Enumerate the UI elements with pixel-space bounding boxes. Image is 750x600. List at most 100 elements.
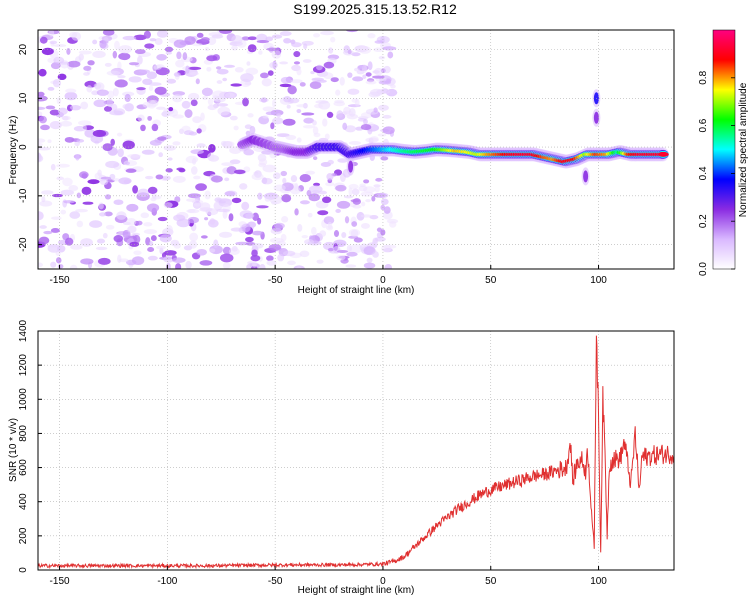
snr-y-tick-label: 1000: [18, 388, 29, 411]
heatmap-noise-cell: [196, 128, 202, 134]
heatmap-noise-cell: [288, 97, 300, 104]
heatmap-noise-cell: [326, 173, 334, 181]
heatmap-noise-cell: [357, 65, 365, 69]
heatmap-noise-cell: [322, 118, 328, 127]
heatmap-noise-cell: [167, 157, 173, 161]
heatmap-noise-cell: [96, 238, 106, 244]
heatmap-noise-cell: [39, 225, 47, 229]
heatmap-noise-cell: [377, 133, 387, 137]
heatmap-noise-cell: [92, 50, 106, 59]
heatmap-noise-cell: [312, 156, 318, 161]
heatmap-noise-cell: [117, 61, 122, 70]
heatmap-noise-cell: [76, 138, 85, 143]
heatmap-noise-cell: [186, 198, 199, 202]
heatmap-noise-cell: [344, 216, 350, 224]
heatmap-noise-cell: [112, 178, 121, 182]
heatmap-noise-cell: [378, 80, 392, 85]
heatmap-noise-cell: [148, 82, 162, 86]
heatmap-ridge-layer: [237, 89, 669, 186]
colorbar: 0.0 0.2 0.4 0.6 0.8 Normalized spectral ampl…: [698, 29, 749, 276]
heatmap-noise-cell: [383, 65, 391, 74]
snr-x-tick-label: -150: [50, 576, 70, 587]
heatmap-noise-cell: [125, 161, 130, 165]
heatmap-noise-cell: [343, 106, 351, 115]
heatmap-noise-cell: [187, 66, 202, 71]
heatmap-noise-cell: [262, 115, 269, 119]
heatmap-noise-cell: [314, 103, 323, 109]
heatmap-noise-cell: [200, 112, 205, 121]
heatmap-noise-cell: [366, 257, 373, 263]
heatmap-noise-cell: [133, 234, 141, 244]
heatmap-x-tick-label: -50: [268, 275, 283, 286]
heatmap-noise-cell: [382, 126, 395, 135]
heatmap-noise-cell: [207, 152, 215, 161]
heatmap-y-tick-label: -10: [18, 188, 29, 203]
heatmap-noise-cell: [328, 47, 334, 54]
colorbar-tick-label: 0.2: [698, 214, 709, 228]
heatmap-noise-cell: [62, 177, 73, 187]
heatmap-noise-cell: [346, 251, 358, 257]
heatmap-noise-cell: [87, 179, 100, 185]
heatmap-noise-cell: [247, 36, 257, 41]
heatmap-noise-cell: [216, 103, 229, 107]
heatmap-noise-cell: [335, 184, 347, 192]
heatmap-noise-cell: [83, 72, 90, 76]
snr-x-tick-label: 100: [590, 576, 607, 587]
heatmap-noise-cell: [41, 196, 46, 203]
heatmap-noise-cell: [267, 70, 274, 76]
heatmap-noise-cell: [281, 194, 292, 203]
snr-y-tick-label: 200: [18, 527, 29, 544]
heatmap-noise-cell: [224, 177, 230, 182]
heatmap-noise-cell: [104, 194, 112, 200]
heatmap-noise-cell: [215, 66, 222, 70]
heatmap-noise-cell: [122, 104, 129, 109]
heatmap-noise-cell: [141, 149, 155, 155]
heatmap-noise-cell: [146, 203, 160, 213]
heatmap-y-axis-label: Frequency (Hz): [8, 116, 19, 185]
heatmap-noise-cell: [129, 241, 140, 247]
heatmap-noise-cell: [172, 141, 181, 146]
heatmap-noise-cell: [185, 260, 192, 269]
heatmap-noise-cell: [308, 185, 323, 193]
heatmap-noise-cell: [363, 179, 370, 184]
heatmap-noise-cell: [137, 188, 150, 198]
heatmap-noise-cell: [217, 106, 231, 116]
heatmap-noise-cell: [375, 177, 383, 182]
heatmap-noise-cell: [117, 254, 122, 263]
heatmap-noise-cell: [213, 239, 219, 249]
heatmap-noise-cell: [189, 240, 198, 249]
heatmap-noise-cell: [327, 247, 334, 252]
heatmap-noise-cell: [277, 253, 285, 262]
heatmap-noise-cell: [56, 176, 65, 181]
heatmap-noise-cell: [64, 237, 74, 246]
heatmap-noise-cell: [323, 216, 335, 225]
heatmap-noise-cell: [204, 217, 209, 221]
snr-x-tick-label: -100: [157, 576, 177, 587]
heatmap-noise-cell: [290, 175, 298, 183]
heatmap-noise-cell: [38, 95, 48, 102]
heatmap-noise-cell: [245, 67, 259, 75]
heatmap-noise-cell: [41, 190, 54, 195]
heatmap-noise-cell: [38, 236, 50, 245]
heatmap-noise-cell: [107, 90, 115, 99]
heatmap-noise-cell: [301, 234, 309, 239]
snr-y-tick-label: 400: [18, 493, 29, 510]
heatmap-noise-cell: [373, 47, 384, 52]
heatmap-noise-cell: [219, 253, 234, 263]
heatmap-noise-cell: [99, 178, 109, 186]
heatmap-noise-cell: [373, 107, 378, 113]
heatmap-x-tick-label: -150: [50, 275, 70, 286]
heatmap-y-tick-label: -20: [18, 237, 29, 252]
heatmap-noise-cell: [380, 156, 389, 161]
heatmap-noise-cell: [335, 208, 341, 214]
heatmap-noise-cell: [157, 216, 168, 222]
heatmap-noise-cell: [280, 170, 288, 177]
heatmap-noise-cell: [216, 68, 229, 75]
heatmap-noise-cell: [140, 212, 150, 219]
heatmap-noise-cell: [97, 257, 111, 265]
heatmap-noise-cell: [271, 49, 282, 59]
heatmap-noise-cell: [241, 201, 250, 211]
heatmap-noise-cell: [113, 235, 124, 243]
heatmap-noise-cell: [181, 100, 191, 109]
heatmap-noise-cell: [216, 80, 223, 84]
